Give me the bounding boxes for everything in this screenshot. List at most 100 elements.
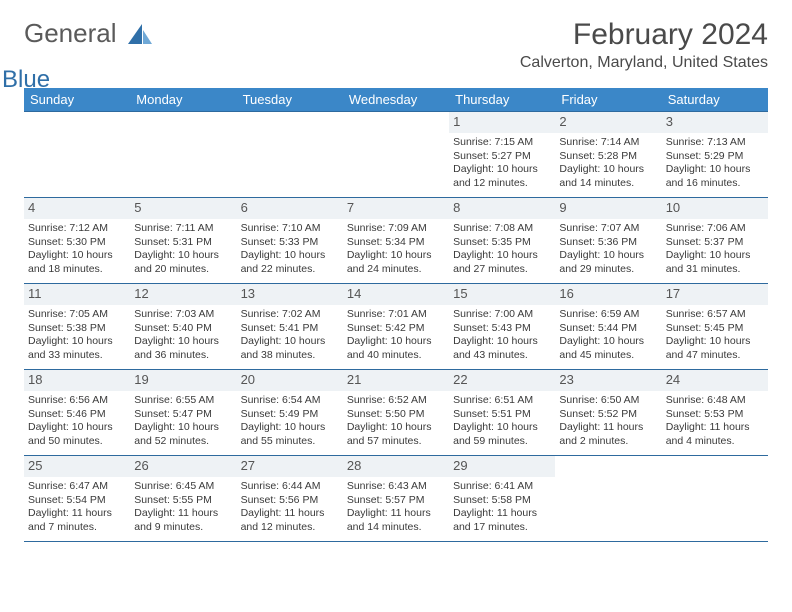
day-cell: 1Sunrise: 7:15 AMSunset: 5:27 PMDaylight… [449,112,555,198]
day-cell: 23Sunrise: 6:50 AMSunset: 5:52 PMDayligh… [555,370,661,456]
sunrise-text: Sunrise: 7:01 AM [347,308,445,322]
day-cell: 18 Sunrise: 6:56 AMSunset: 5:46 PMDayligh… [24,370,130,456]
daylight-text: Daylight: 10 hours and 29 minutes. [559,249,657,276]
logo-text-general: General [24,18,117,48]
day-info: Sunrise: 6:54 AMSunset: 5:49 PMDaylight:… [241,394,339,449]
sunset-text: Sunset: 5:41 PM [241,322,339,336]
day-header: Tuesday [237,88,343,112]
day-info: Sunrise: 6:41 AMSunset: 5:58 PMDaylight:… [453,480,551,535]
sunrise-text: Sunrise: 6:56 AM [28,394,126,408]
day-number: 29 [449,456,555,477]
sunrise-text: Sunrise: 7:10 AM [241,222,339,236]
sunset-text: Sunset: 5:27 PM [453,150,551,164]
day-info: Sunrise: 6:52 AMSunset: 5:50 PMDaylight:… [347,394,445,449]
day-info: Sunrise: 7:07 AMSunset: 5:36 PMDaylight:… [559,222,657,277]
daylight-text: Daylight: 10 hours and 45 minutes. [559,335,657,362]
daylight-text: Daylight: 10 hours and 31 minutes. [666,249,764,276]
daylight-text: Daylight: 10 hours and 57 minutes. [347,421,445,448]
day-cell: 29 Sunrise: 6:41 AMSunset: 5:58 PMDayligh… [449,456,555,542]
sunset-text: Sunset: 5:45 PM [666,322,764,336]
day-number: 24 [662,370,768,391]
day-info: Sunrise: 6:45 AMSunset: 5:55 PMDaylight:… [134,480,232,535]
day-info: Sunrise: 7:03 AMSunset: 5:40 PMDaylight:… [134,308,232,363]
day-header: Monday [130,88,236,112]
sunset-text: Sunset: 5:42 PM [347,322,445,336]
day-info: Sunrise: 6:56 AMSunset: 5:46 PMDaylight:… [28,394,126,449]
day-info: Sunrise: 6:47 AMSunset: 5:54 PMDaylight:… [28,480,126,535]
day-cell: 25 Sunrise: 6:47 AMSunset: 5:54 PMDayligh… [24,456,130,542]
daylight-text: Daylight: 10 hours and 40 minutes. [347,335,445,362]
sunrise-text: Sunrise: 6:47 AM [28,480,126,494]
sunset-text: Sunset: 5:28 PM [559,150,657,164]
sail-icon [128,22,154,53]
day-number: 9 [555,198,661,219]
day-cell: 16Sunrise: 6:59 AMSunset: 5:44 PMDayligh… [555,284,661,370]
week-row: 4 Sunrise: 7:12 AMSunset: 5:30 PMDaylight… [24,198,768,284]
sunrise-text: Sunrise: 7:02 AM [241,308,339,322]
daylight-text: Daylight: 11 hours and 4 minutes. [666,421,764,448]
day-header: Saturday [662,88,768,112]
day-info: Sunrise: 6:50 AMSunset: 5:52 PMDaylight:… [559,394,657,449]
empty-cell [343,112,449,198]
day-info: Sunrise: 7:12 AMSunset: 5:30 PMDaylight:… [28,222,126,277]
day-cell: 12Sunrise: 7:03 AMSunset: 5:40 PMDayligh… [130,284,236,370]
day-cell: 11Sunrise: 7:05 AMSunset: 5:38 PMDayligh… [24,284,130,370]
daylight-text: Daylight: 10 hours and 52 minutes. [134,421,232,448]
sunset-text: Sunset: 5:53 PM [666,408,764,422]
sunset-text: Sunset: 5:47 PM [134,408,232,422]
day-info: Sunrise: 6:55 AMSunset: 5:47 PMDaylight:… [134,394,232,449]
day-number: 22 [449,370,555,391]
sunset-text: Sunset: 5:50 PM [347,408,445,422]
day-info: Sunrise: 7:14 AMSunset: 5:28 PMDaylight:… [559,136,657,191]
day-cell: 14Sunrise: 7:01 AMSunset: 5:42 PMDayligh… [343,284,449,370]
day-number: 8 [449,198,555,219]
day-number: 10 [662,198,768,219]
day-info: Sunrise: 7:02 AMSunset: 5:41 PMDaylight:… [241,308,339,363]
week-row: 11Sunrise: 7:05 AMSunset: 5:38 PMDayligh… [24,284,768,370]
sunset-text: Sunset: 5:29 PM [666,150,764,164]
day-cell: 27Sunrise: 6:44 AMSunset: 5:56 PMDayligh… [237,456,343,542]
day-info: Sunrise: 6:44 AMSunset: 5:56 PMDaylight:… [241,480,339,535]
sunset-text: Sunset: 5:46 PM [28,408,126,422]
sunset-text: Sunset: 5:40 PM [134,322,232,336]
day-info: Sunrise: 7:09 AMSunset: 5:34 PMDaylight:… [347,222,445,277]
empty-cell [130,112,236,198]
day-cell: 21Sunrise: 6:52 AMSunset: 5:50 PMDayligh… [343,370,449,456]
sunrise-text: Sunrise: 6:48 AM [666,394,764,408]
day-number: 18 [24,370,130,391]
sunset-text: Sunset: 5:49 PM [241,408,339,422]
daylight-text: Daylight: 11 hours and 12 minutes. [241,507,339,534]
sunrise-text: Sunrise: 6:57 AM [666,308,764,322]
day-number: 6 [237,198,343,219]
day-number: 19 [130,370,236,391]
sunrise-text: Sunrise: 6:41 AM [453,480,551,494]
week-row: 25 Sunrise: 6:47 AMSunset: 5:54 PMDayligh… [24,456,768,542]
sunset-text: Sunset: 5:31 PM [134,236,232,250]
day-number: 25 [24,456,130,477]
day-header-row: SundayMondayTuesdayWednesdayThursdayFrid… [24,88,768,112]
day-number: 2 [555,112,661,133]
day-info: Sunrise: 6:43 AMSunset: 5:57 PMDaylight:… [347,480,445,535]
day-info: Sunrise: 6:48 AMSunset: 5:53 PMDaylight:… [666,394,764,449]
day-number: 4 [24,198,130,219]
title-block: February 2024 Calverton, Maryland, Unite… [520,18,768,72]
sunset-text: Sunset: 5:36 PM [559,236,657,250]
daylight-text: Daylight: 10 hours and 43 minutes. [453,335,551,362]
day-cell: 22 Sunrise: 6:51 AMSunset: 5:51 PMDayligh… [449,370,555,456]
sunset-text: Sunset: 5:57 PM [347,494,445,508]
daylight-text: Daylight: 10 hours and 14 minutes. [559,163,657,190]
sunset-text: Sunset: 5:30 PM [28,236,126,250]
logo: General Blue [24,18,154,80]
daylight-text: Daylight: 11 hours and 14 minutes. [347,507,445,534]
sunrise-text: Sunrise: 7:15 AM [453,136,551,150]
day-cell: 17Sunrise: 6:57 AMSunset: 5:45 PMDayligh… [662,284,768,370]
empty-cell [24,112,130,198]
daylight-text: Daylight: 10 hours and 33 minutes. [28,335,126,362]
day-cell: 28Sunrise: 6:43 AMSunset: 5:57 PMDayligh… [343,456,449,542]
day-cell: 2 Sunrise: 7:14 AMSunset: 5:28 PMDaylight… [555,112,661,198]
day-info: Sunrise: 6:51 AMSunset: 5:51 PMDaylight:… [453,394,551,449]
daylight-text: Daylight: 10 hours and 16 minutes. [666,163,764,190]
sunrise-text: Sunrise: 6:45 AM [134,480,232,494]
daylight-text: Daylight: 10 hours and 38 minutes. [241,335,339,362]
sunrise-text: Sunrise: 6:54 AM [241,394,339,408]
